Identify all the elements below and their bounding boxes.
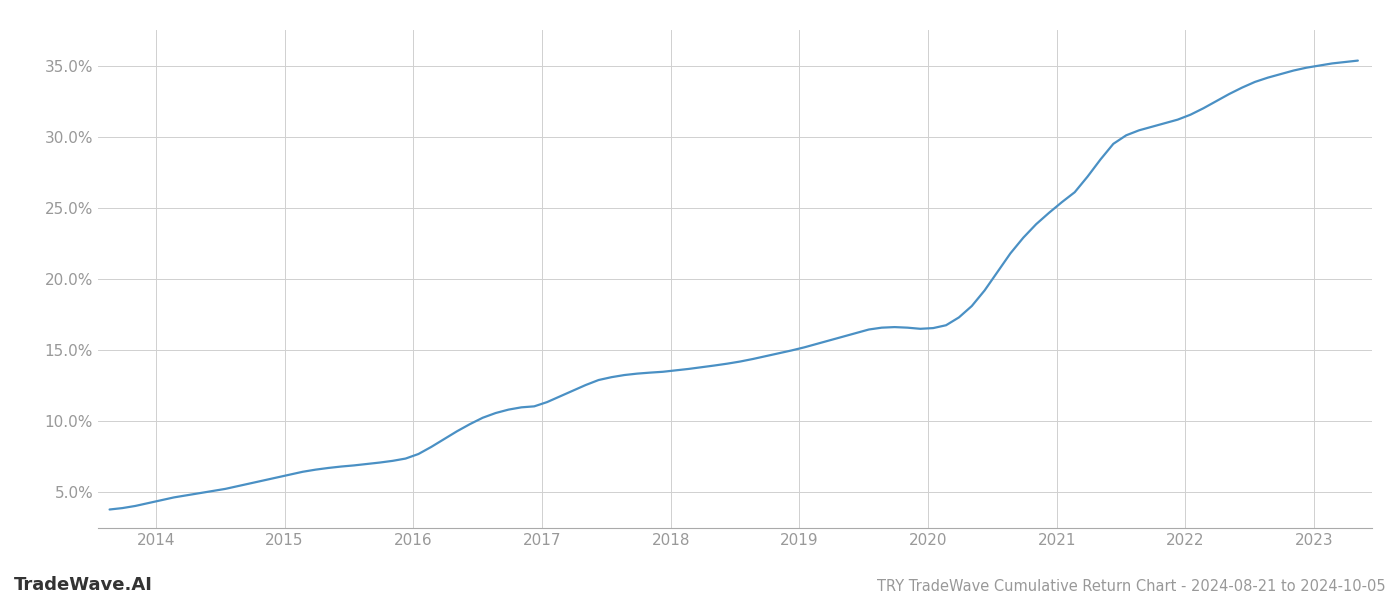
Text: TradeWave.AI: TradeWave.AI: [14, 576, 153, 594]
Text: TRY TradeWave Cumulative Return Chart - 2024-08-21 to 2024-10-05: TRY TradeWave Cumulative Return Chart - …: [878, 579, 1386, 594]
